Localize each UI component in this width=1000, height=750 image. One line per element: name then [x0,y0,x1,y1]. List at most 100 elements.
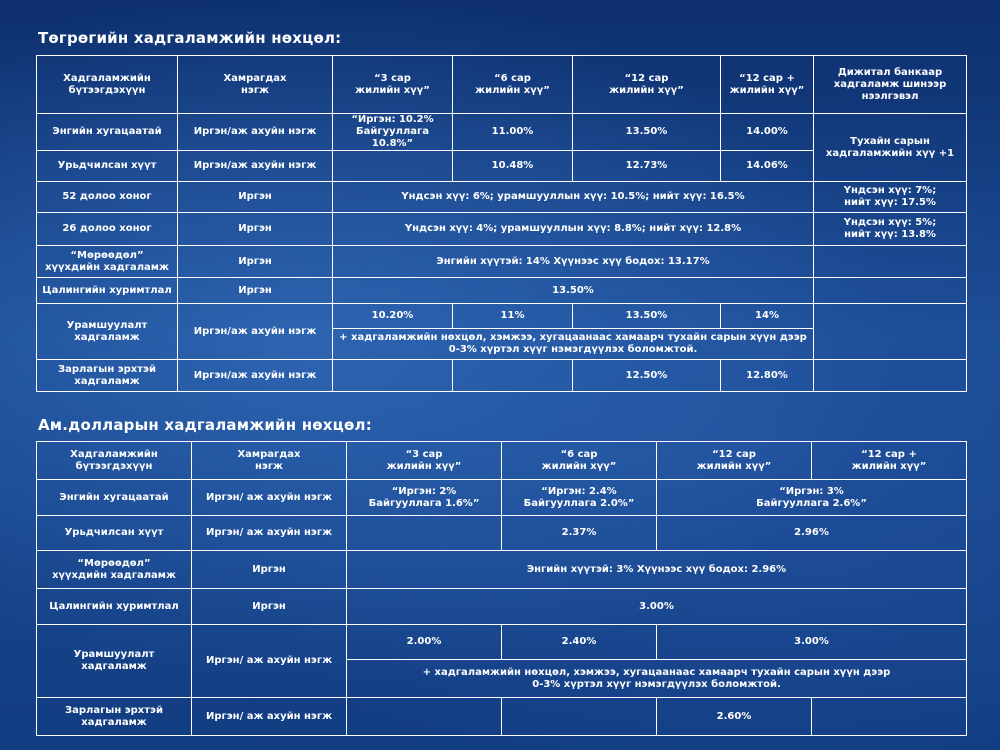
unit-cell: Иргэн/аж ахуйн нэгж [177,113,333,151]
unit-cell: Иргэн [177,212,333,246]
rate-12m-merged: 2.96% [656,515,967,551]
rate-3m [346,515,502,551]
unit-cell: Иргэн [191,588,347,625]
usd-section-title: Ам.долларын хадгаламжийн нөхцөл: [38,416,372,434]
header-unit: Хамрагдах нэгж [191,441,347,480]
unit-cell: Иргэн [177,245,333,278]
rate-merged: Үндсэн хүү: 6%; урамшууллын хүү: 10.5%; … [332,181,814,213]
rate-6m: 10.48% [452,150,573,182]
rate-3m: 10.20% [332,303,453,329]
unit-cell: Иргэн [177,277,333,304]
product-name: Урьдчилсан хүүт [36,515,192,551]
rate-12m-plus [811,697,967,736]
rate-merged: 3.00% [346,588,967,625]
bonus-note: + хадгаламжийн нөхцөл, хэмжээ, хугацаана… [332,328,814,360]
product-name: Урьдчилсан хүүт [36,150,178,182]
rate-12m-plus: 12.80% [720,359,814,392]
rate-3m: “Иргэн: 2% Байгууллага 1.6%” [346,479,502,516]
product-name: 52 долоо хоног [36,181,178,213]
rate-merged: Үндсэн хүү: 4%; урамшууллын хүү: 8.8%; н… [332,212,814,246]
rate-12m: 2.60% [656,697,812,736]
table-row: Энгийн хугацаатай Иргэн/ аж ахуйн нэгж “… [36,479,967,516]
unit-cell: Иргэн/ аж ахуйн нэгж [191,479,347,516]
header-product: Хадгаламжийн бүтээгдэхүүн [36,441,192,480]
product-name: Цалингийн хуримтлал [36,588,192,625]
rate-12m-plus: 14.06% [720,150,814,182]
header-product: Хадгаламжийн бүтээгдэхүүн [36,55,178,114]
rate-6m: 11.00% [452,113,573,151]
rate-3m [346,697,502,736]
rate-merged: Энгийн хүүтэй: 14% Хүүнээс хүү бодох: 13… [332,245,814,278]
product-name: Зарлагын эрхтэй хадгаламж [36,359,178,392]
rate-3m: “Иргэн: 10.2% Байгууллага 10.8%” [332,113,453,151]
product-name: Зарлагын эрхтэй хадгаламж [36,697,192,736]
product-name: Урамшуулалт хадгаламж [36,303,178,360]
rate-12m: 12.50% [572,359,721,392]
rate-12m: 13.50% [572,113,721,151]
product-name: Энгийн хугацаатай [36,479,192,516]
bonus-note: + хадгаламжийн нөхцөл, хэмжээ, хугацаана… [346,659,967,698]
header-12m-plus: “12 сар + жилийн хүү” [720,55,814,114]
rate-6m: “Иргэн: 2.4% Байгууллага 2.0%” [501,479,657,516]
product-name: 26 долоо хоног [36,212,178,246]
rate-merged: 13.50% [332,277,814,304]
product-name: “Мөрөөдөл” хүүхдийн хадгаламж [36,550,192,589]
digital-rate: Үндсэн хүү: 7%; нийт хүү: 17.5% [813,181,967,213]
header-6m: “6 сар жилийн хүү” [452,55,573,114]
table-row: + хадгаламжийн нөхцөл, хэмжээ, хугацаана… [37,328,967,360]
digital-note: Тухайн сарын хадгаламжийн хүү +1 [813,113,967,182]
header-12m-plus: “12 сар + жилийн хүү” [811,441,967,480]
header-12m: “12 сар жилийн хүү” [656,441,812,480]
usd-rates-table: Хадгаламжийн бүтээгдэхүүн Хамрагдах нэгж… [36,441,967,736]
unit-cell: Иргэн [177,181,333,213]
unit-cell: Иргэн/аж ахуйн нэгж [177,150,333,182]
table-row: Урамшуулалт хадгаламж Иргэн/аж ахуйн нэг… [36,303,967,360]
rate-12m-plus: 14% [720,303,814,329]
table-row: Энгийн хугацаатай Иргэн/аж ахуйн нэгж “И… [36,113,967,182]
digital-rate [813,303,967,360]
header-unit: Хамрагдах нэгж [177,55,333,114]
rate-3m: 2.00% [346,624,502,660]
unit-cell: Иргэн/ аж ахуйн нэгж [191,624,347,698]
table-header-row: Хадгаламжийн бүтээгдэхүүн Хамрагдах нэгж… [36,441,967,480]
rate-6m: 11% [452,303,573,329]
mnt-rates-table: Хадгаламжийн бүтээгдэхүүн Хамрагдах нэгж… [36,55,967,392]
digital-rate [813,245,967,278]
header-12m: “12 сар жилийн хүү” [572,55,721,114]
table-row: Зарлагын эрхтэй хадгаламж Иргэн/аж ахуйн… [36,359,967,392]
table-row: 26 долоо хоног Иргэн Үндсэн хүү: 4%; ура… [36,212,967,246]
header-digital: Дижитал банкаар хадгаламж шинээр нээлгэв… [813,55,967,114]
product-name: “Мөрөөдөл” хүүхдийн хадгаламж [36,245,178,278]
digital-rate: Үндсэн хүү: 5%; нийт хүү: 13.8% [813,212,967,246]
rate-12m-plus: 14.00% [720,113,814,151]
table-row: 52 долоо хоног Иргэн Үндсэн хүү: 6%; ура… [36,181,967,213]
unit-cell: Иргэн/аж ахуйн нэгж [177,303,333,360]
digital-rate [813,359,967,392]
rate-3m [332,150,453,182]
rate-3m [332,359,453,392]
rate-merged: Энгийн хүүтэй: 3% Хүүнээс хүү бодох: 2.9… [346,550,967,589]
rate-6m [501,697,657,736]
header-3m: “3 сар жилийн хүү” [346,441,502,480]
rate-6m: 2.37% [501,515,657,551]
header-6m: “6 сар жилийн хүү” [501,441,657,480]
rate-12m: 13.50% [572,303,721,329]
rate-6m [452,359,573,392]
rate-12m-merged: 3.00% [656,624,967,660]
product-name: Урамшуулалт хадгаламж [36,624,192,698]
table-row: “Мөрөөдөл” хүүхдийн хадгаламж Иргэн Энги… [36,245,967,278]
digital-rate [813,277,967,304]
table-row: Урьдчилсан хүүт Иргэн/ аж ахуйн нэгж 2.3… [36,515,967,551]
table-row: Цалингийн хуримтлал Иргэн 13.50% [36,277,967,304]
mnt-section-title: Төгрөгийн хадгаламжийн нөхцөл: [38,29,342,47]
unit-cell: Иргэн/ аж ахуйн нэгж [191,515,347,551]
unit-cell: Иргэн/аж ахуйн нэгж [177,359,333,392]
unit-cell: Иргэн/ аж ахуйн нэгж [191,697,347,736]
rate-12m: 12.73% [572,150,721,182]
rate-12m-merged: “Иргэн: 3% Байгууллага 2.6%” [656,479,967,516]
table-row: “Мөрөөдөл” хүүхдийн хадгаламж Иргэн Энги… [36,550,967,589]
table-header-row: Хадгаламжийн бүтээгдэхүүн Хамрагдах нэгж… [36,55,967,114]
unit-cell: Иргэн [191,550,347,589]
rate-6m: 2.40% [501,624,657,660]
table-row: Цалингийн хуримтлал Иргэн 3.00% [36,588,967,625]
